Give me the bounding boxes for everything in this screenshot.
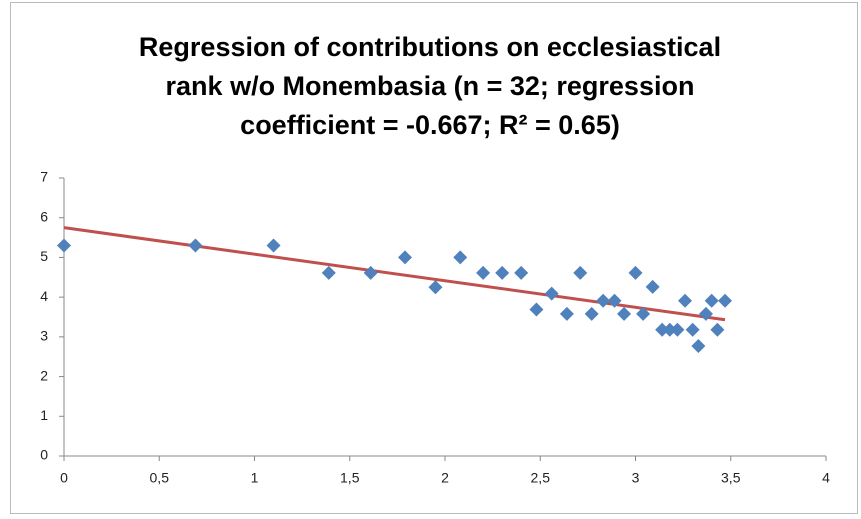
x-tick-label: 3: [632, 470, 640, 486]
x-tick-label: 0,5: [150, 470, 170, 486]
scatter-point: [718, 293, 733, 308]
x-tick-label: 1,5: [340, 470, 360, 486]
scatter-point: [607, 293, 622, 308]
scatter-point: [584, 306, 599, 321]
scatter-point: [188, 238, 203, 253]
scatter-point: [495, 265, 510, 280]
scatter-point: [655, 322, 670, 337]
y-tick-label: 5: [40, 248, 48, 264]
scatter-point: [628, 265, 643, 280]
scatter-point: [397, 250, 412, 265]
x-tick-label: 2,5: [531, 470, 551, 486]
x-tick-label: 4: [822, 470, 830, 486]
x-tick-label: 1: [251, 470, 259, 486]
y-tick-label: 1: [40, 407, 48, 423]
y-tick-label: 4: [40, 288, 48, 304]
scatter-point: [559, 306, 574, 321]
scatter-point: [476, 265, 491, 280]
scatter-point: [645, 279, 660, 294]
chart-border: [10, 2, 858, 514]
x-tick-label: 2: [441, 470, 449, 486]
scatter-point: [691, 338, 706, 353]
scatter-point: [363, 265, 378, 280]
y-tick-label: 3: [40, 328, 48, 344]
scatter-point: [57, 238, 71, 253]
chart-title: Regression of contributions on ecclesias…: [138, 32, 722, 140]
y-tick-label: 2: [40, 367, 48, 383]
scatter-point: [428, 280, 443, 295]
y-tick-label: 6: [40, 208, 48, 224]
scatter-point: [670, 322, 685, 337]
scatter-point: [596, 293, 611, 308]
scatter-point: [710, 322, 725, 337]
scatter-point: [678, 293, 693, 308]
scatter-point: [698, 306, 713, 321]
scatter-point: [529, 302, 544, 317]
scatter-point: [685, 322, 700, 337]
x-tick-label: 0: [60, 470, 68, 486]
scatter-point: [662, 322, 677, 337]
scatter-point: [573, 265, 588, 280]
scatter-point: [544, 286, 559, 301]
y-tick-label: 0: [40, 447, 48, 463]
scatter-point: [617, 306, 632, 321]
scatter-point: [453, 250, 468, 265]
scatter-point: [321, 265, 336, 280]
scatter-point: [636, 306, 651, 321]
scatter-point: [514, 265, 529, 280]
x-tick-label: 3,5: [721, 470, 741, 486]
scatter-point: [266, 238, 281, 253]
scatter-point: [704, 293, 719, 308]
trendline: [63, 226, 726, 322]
y-tick-label: 7: [40, 169, 48, 185]
